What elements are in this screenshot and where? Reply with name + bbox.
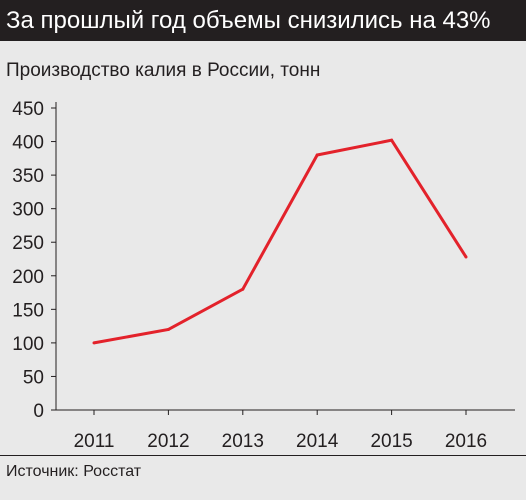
chart-subtitle: Производство калия в России, тонн [6,60,321,81]
x-tick-label: 2013 [222,431,264,452]
axes [55,102,515,411]
y-tick-label: 350 [12,166,44,187]
y-tick-label: 300 [12,200,44,221]
y-tick-label: 50 [23,367,44,388]
x-tick-label: 2011 [74,431,115,452]
data-point [390,138,394,142]
y-tick-label: 150 [12,300,44,321]
data-point [92,341,96,345]
data-point [241,287,245,291]
series-line [93,138,468,345]
y-tick-label: 100 [12,334,44,355]
chart-title: За прошлый год объемы снизились на 43% [0,0,526,41]
y-tick-label: 200 [12,267,44,288]
y-axis-ticks: 0 50 100 150 200 250 300 350 400 450 [12,99,56,422]
x-tick-label: 2014 [296,431,339,452]
footer-divider [0,455,526,456]
x-tick-label: 2016 [445,431,487,452]
y-tick-label: 450 [12,99,44,120]
x-axis-ticks: 2011 2012 2013 2014 2015 2016 [74,410,487,452]
line-chart: 0 50 100 150 200 250 300 350 400 450 2011 2012 2013… [12,99,515,452]
data-point [166,327,170,331]
x-tick-label: 2015 [370,431,412,452]
y-tick-label: 250 [12,233,44,254]
y-tick-label: 400 [12,133,44,154]
series-group [92,138,468,345]
data-point [315,153,319,157]
source-note: Источник: Росстат [6,463,142,480]
x-tick-label: 2012 [147,431,189,452]
y-tick-label: 0 [33,401,44,422]
data-point [464,255,468,259]
